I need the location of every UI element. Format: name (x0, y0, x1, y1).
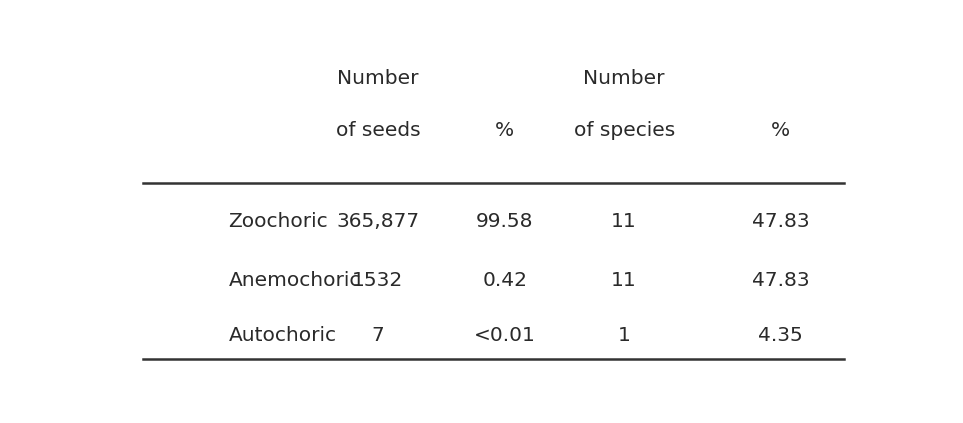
Text: Zoochoric: Zoochoric (228, 212, 328, 231)
Text: 47.83: 47.83 (752, 271, 810, 290)
Text: 1: 1 (617, 326, 631, 345)
Text: Number: Number (337, 69, 419, 88)
Text: 365,877: 365,877 (336, 212, 420, 231)
Text: 11: 11 (612, 271, 637, 290)
Text: 0.42: 0.42 (482, 271, 527, 290)
Text: Number: Number (584, 69, 664, 88)
Text: %: % (771, 121, 791, 140)
Text: Anemochoric: Anemochoric (228, 271, 361, 290)
Text: 11: 11 (612, 212, 637, 231)
Text: of seeds: of seeds (335, 121, 420, 140)
Text: of species: of species (574, 121, 675, 140)
Text: Autochoric: Autochoric (228, 326, 337, 345)
Text: %: % (495, 121, 514, 140)
Text: 1532: 1532 (352, 271, 403, 290)
Text: 47.83: 47.83 (752, 212, 810, 231)
Text: <0.01: <0.01 (474, 326, 535, 345)
Text: 4.35: 4.35 (759, 326, 803, 345)
Text: 7: 7 (372, 326, 384, 345)
Text: 99.58: 99.58 (476, 212, 534, 231)
